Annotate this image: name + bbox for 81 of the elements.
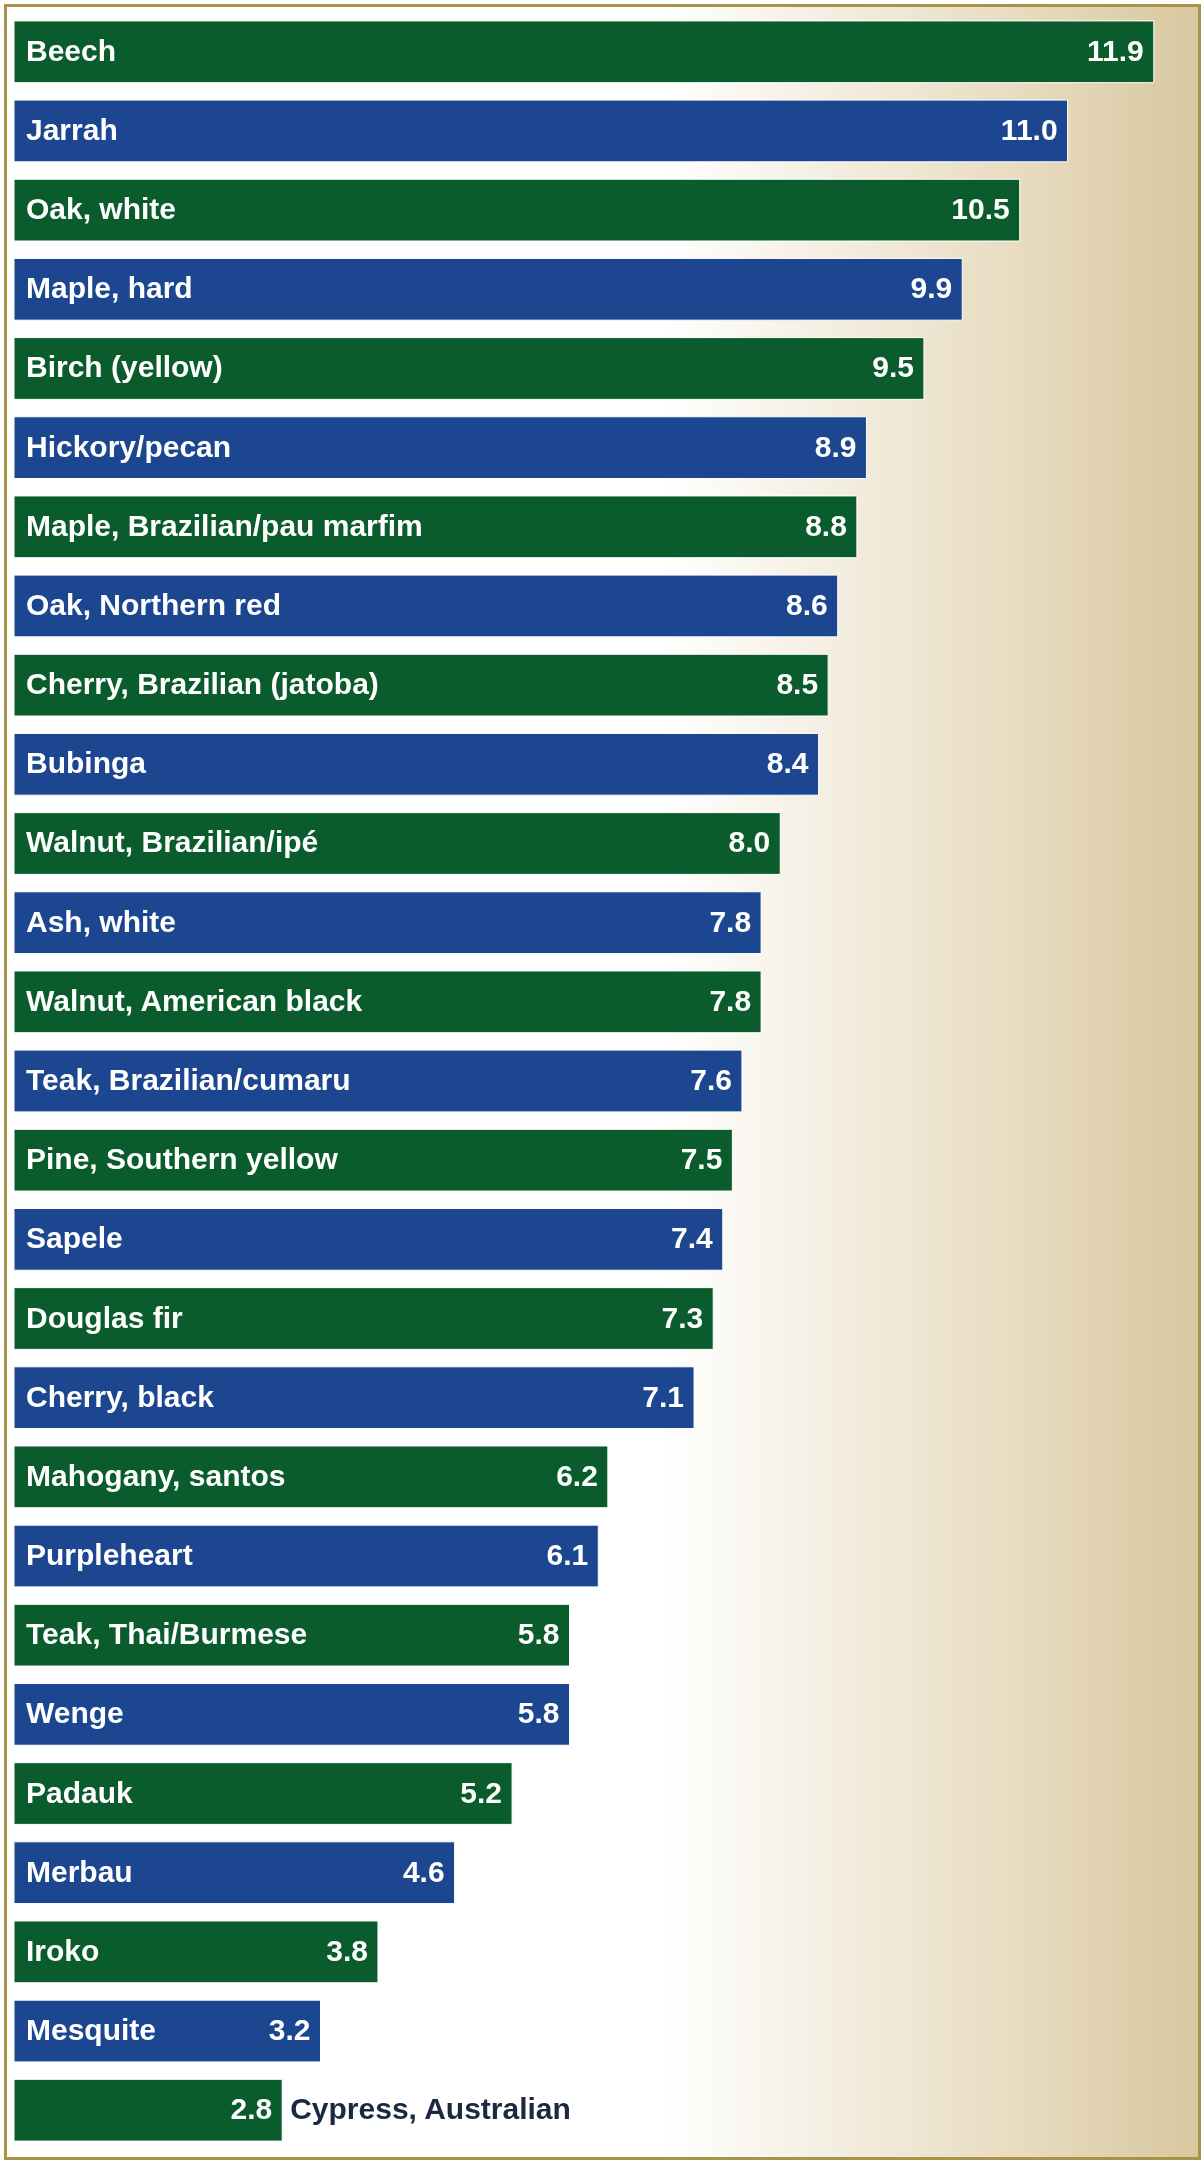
y-tick-label: Merbau bbox=[26, 1854, 133, 1888]
data-label: 9.5 bbox=[872, 350, 914, 384]
data-label: 7.3 bbox=[661, 1300, 704, 1334]
bar bbox=[13, 1920, 379, 1984]
bar bbox=[13, 1762, 513, 1825]
bar bbox=[13, 2078, 283, 2142]
bar bbox=[13, 337, 925, 400]
bar bbox=[13, 20, 1155, 84]
y-tick-label: Teak, Brazilian/cumaru bbox=[26, 1063, 351, 1096]
data-label: 4.6 bbox=[402, 1854, 445, 1888]
y-tick-label: Walnut, Brazilian/ipé bbox=[26, 825, 319, 859]
bar bbox=[13, 1207, 724, 1271]
y-tick-label: Maple, hard bbox=[26, 271, 193, 305]
y-tick-label: Oak, Northern red bbox=[26, 587, 282, 621]
data-label: 11.9 bbox=[1087, 33, 1144, 67]
y-tick-label: Cherry, Brazilian (jatoba) bbox=[26, 667, 379, 701]
y-tick-label: Iroko bbox=[26, 1933, 100, 1967]
bar bbox=[13, 1287, 714, 1350]
y-tick-label: Pine, Southern yellow bbox=[26, 1142, 339, 1176]
bar bbox=[13, 1682, 571, 1746]
y-tick-label: Padauk bbox=[26, 1775, 134, 1809]
data-label: 2.8 bbox=[230, 2092, 273, 2126]
bar bbox=[13, 1445, 609, 1509]
bar bbox=[13, 257, 963, 321]
data-label: 11.0 bbox=[1000, 112, 1058, 146]
data-label: 8.5 bbox=[776, 667, 819, 701]
data-label: 8.8 bbox=[805, 508, 847, 542]
y-tick-label: Birch (yellow) bbox=[26, 350, 223, 384]
y-tick-label: Oak, white bbox=[26, 192, 177, 226]
y-tick-label: Ash, white bbox=[26, 904, 177, 938]
y-tick-label: Hickory/pecan bbox=[26, 429, 232, 463]
data-label: 6.2 bbox=[556, 1458, 598, 1492]
y-tick-label: Cypress, Australian bbox=[290, 2092, 571, 2126]
bar bbox=[13, 1049, 743, 1113]
bar bbox=[13, 1524, 599, 1588]
y-tick-label: Cherry, black bbox=[26, 1379, 215, 1413]
bar bbox=[13, 891, 762, 955]
y-tick-label: Beech bbox=[26, 33, 117, 67]
data-label: 5.8 bbox=[517, 1696, 560, 1730]
bar bbox=[13, 178, 1021, 242]
data-label: 7.5 bbox=[680, 1142, 723, 1176]
bar bbox=[13, 1128, 733, 1192]
y-tick-label: Mahogany, santos bbox=[26, 1458, 286, 1492]
bar bbox=[13, 495, 858, 559]
data-label: 8.4 bbox=[766, 746, 809, 780]
data-label: 7.6 bbox=[690, 1063, 732, 1096]
bar bbox=[13, 1999, 321, 2063]
bar bbox=[13, 1366, 695, 1430]
y-tick-label: Teak, Thai/Burmese bbox=[26, 1617, 308, 1651]
y-tick-label: Maple, Brazilian/pau marfim bbox=[26, 508, 423, 542]
data-label: 3.2 bbox=[268, 2013, 311, 2047]
data-label: 10.5 bbox=[951, 192, 1010, 226]
bar bbox=[13, 812, 781, 875]
bar bbox=[13, 732, 820, 796]
bar bbox=[13, 99, 1069, 163]
y-tick-label: Douglas fir bbox=[26, 1300, 183, 1334]
y-tick-label: Wenge bbox=[26, 1696, 124, 1730]
data-label: 6.1 bbox=[546, 1538, 589, 1572]
data-label: 7.4 bbox=[671, 1221, 714, 1255]
bar bbox=[13, 416, 867, 480]
data-label: 3.8 bbox=[326, 1933, 368, 1967]
bar bbox=[13, 1841, 456, 1905]
data-label: 9.9 bbox=[910, 271, 953, 305]
y-tick-label: Sapele bbox=[26, 1221, 123, 1255]
y-tick-label: Purpleheart bbox=[26, 1538, 193, 1572]
data-label: 8.0 bbox=[728, 825, 771, 859]
bar bbox=[13, 970, 762, 1034]
bar bbox=[13, 574, 839, 638]
y-tick-label: Jarrah bbox=[26, 112, 118, 146]
data-label: 8.6 bbox=[786, 587, 828, 621]
bar bbox=[13, 653, 829, 717]
data-label: 7.8 bbox=[709, 983, 752, 1017]
data-label: 5.2 bbox=[460, 1775, 503, 1809]
data-label: 5.8 bbox=[517, 1617, 560, 1651]
data-label: 8.9 bbox=[814, 429, 857, 463]
data-label: 7.1 bbox=[642, 1379, 685, 1413]
y-tick-label: Mesquite bbox=[26, 2013, 157, 2047]
y-tick-label: Bubinga bbox=[26, 746, 147, 780]
data-label: 7.8 bbox=[709, 904, 752, 938]
y-tick-label: Walnut, American black bbox=[26, 983, 363, 1017]
bar bbox=[13, 1603, 571, 1667]
